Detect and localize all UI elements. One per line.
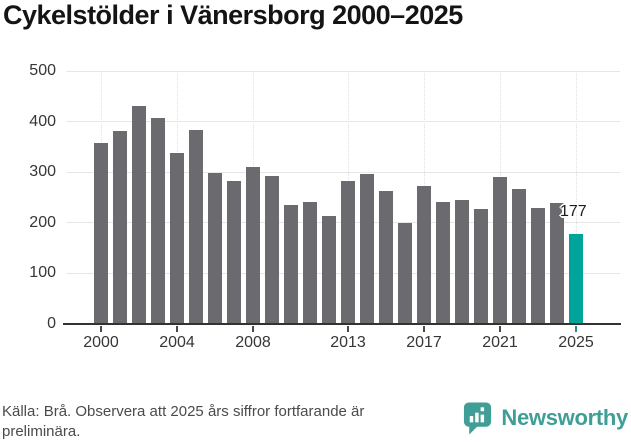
x-tick-2013 [347,326,349,332]
x-tick-2008 [252,326,254,332]
bar-2006 [208,172,222,324]
bar-2011 [303,201,317,324]
gridline-300 [66,171,620,173]
bar-2018 [436,201,450,324]
bar-chart-speech-bubble-icon [462,401,493,435]
x-axis-label-2025: 2025 [558,334,594,351]
bar-2021 [493,177,507,324]
bar-2001 [113,130,127,324]
bar-2012 [322,215,336,324]
x-tick-2025 [575,326,577,332]
bar-2020 [474,209,488,324]
x-tick-2021 [499,326,501,332]
y-axis-label-500: 500 [29,62,56,79]
x-tick-2000 [100,326,102,332]
x-axis-label-2021: 2021 [482,334,518,351]
x-axis-label-2000: 2000 [83,334,119,351]
bar-2013 [341,180,355,324]
brand-name: Newsworthy [501,405,628,430]
bar-2005 [189,129,203,324]
y-axis-label-400: 400 [29,112,56,130]
highlight-value-label: 177 [560,203,587,221]
y-axis-label-300: 300 [29,163,56,181]
bar-2004 [170,152,184,324]
page-title: Cykelstölder i Vänersborg 2000–2025 [3,0,463,30]
bar-2016 [398,222,412,324]
source-note: Källa: Brå. Observera att 2025 års siffr… [2,403,365,440]
gridline-400 [66,121,620,123]
x-axis-label-2008: 2008 [235,334,271,351]
bar-2025 [569,234,583,324]
x-tick-2017 [423,326,425,332]
x-axis-line [63,323,621,325]
bar-2010 [284,205,298,324]
vertical-guide-2025 [576,71,577,324]
bar-2022 [512,188,526,324]
y-axis-label-200: 200 [29,213,56,231]
bar-2019 [455,200,469,324]
bar-2014 [360,174,374,324]
bar-2024 [550,202,564,324]
newsworthy-logo: Newsworthy [462,401,628,435]
gridline-500 [66,70,620,72]
x-axis-label-2004: 2004 [159,334,195,351]
bar-2015 [379,190,393,324]
y-axis-label-100: 100 [29,264,56,282]
bar-2023 [531,208,545,324]
bar-2003 [151,118,165,324]
bar-chart-plot-area [66,70,620,324]
bar-2007 [227,180,241,324]
x-tick-2004 [176,326,178,332]
bar-2009 [265,175,279,324]
y-axis-label-0: 0 [47,315,56,332]
bar-2000 [94,143,108,324]
x-axis-label-2017: 2017 [406,334,442,351]
bar-2017 [417,185,431,324]
x-axis-label-2013: 2013 [330,334,366,351]
bar-2008 [246,166,260,324]
bar-2002 [132,105,146,324]
